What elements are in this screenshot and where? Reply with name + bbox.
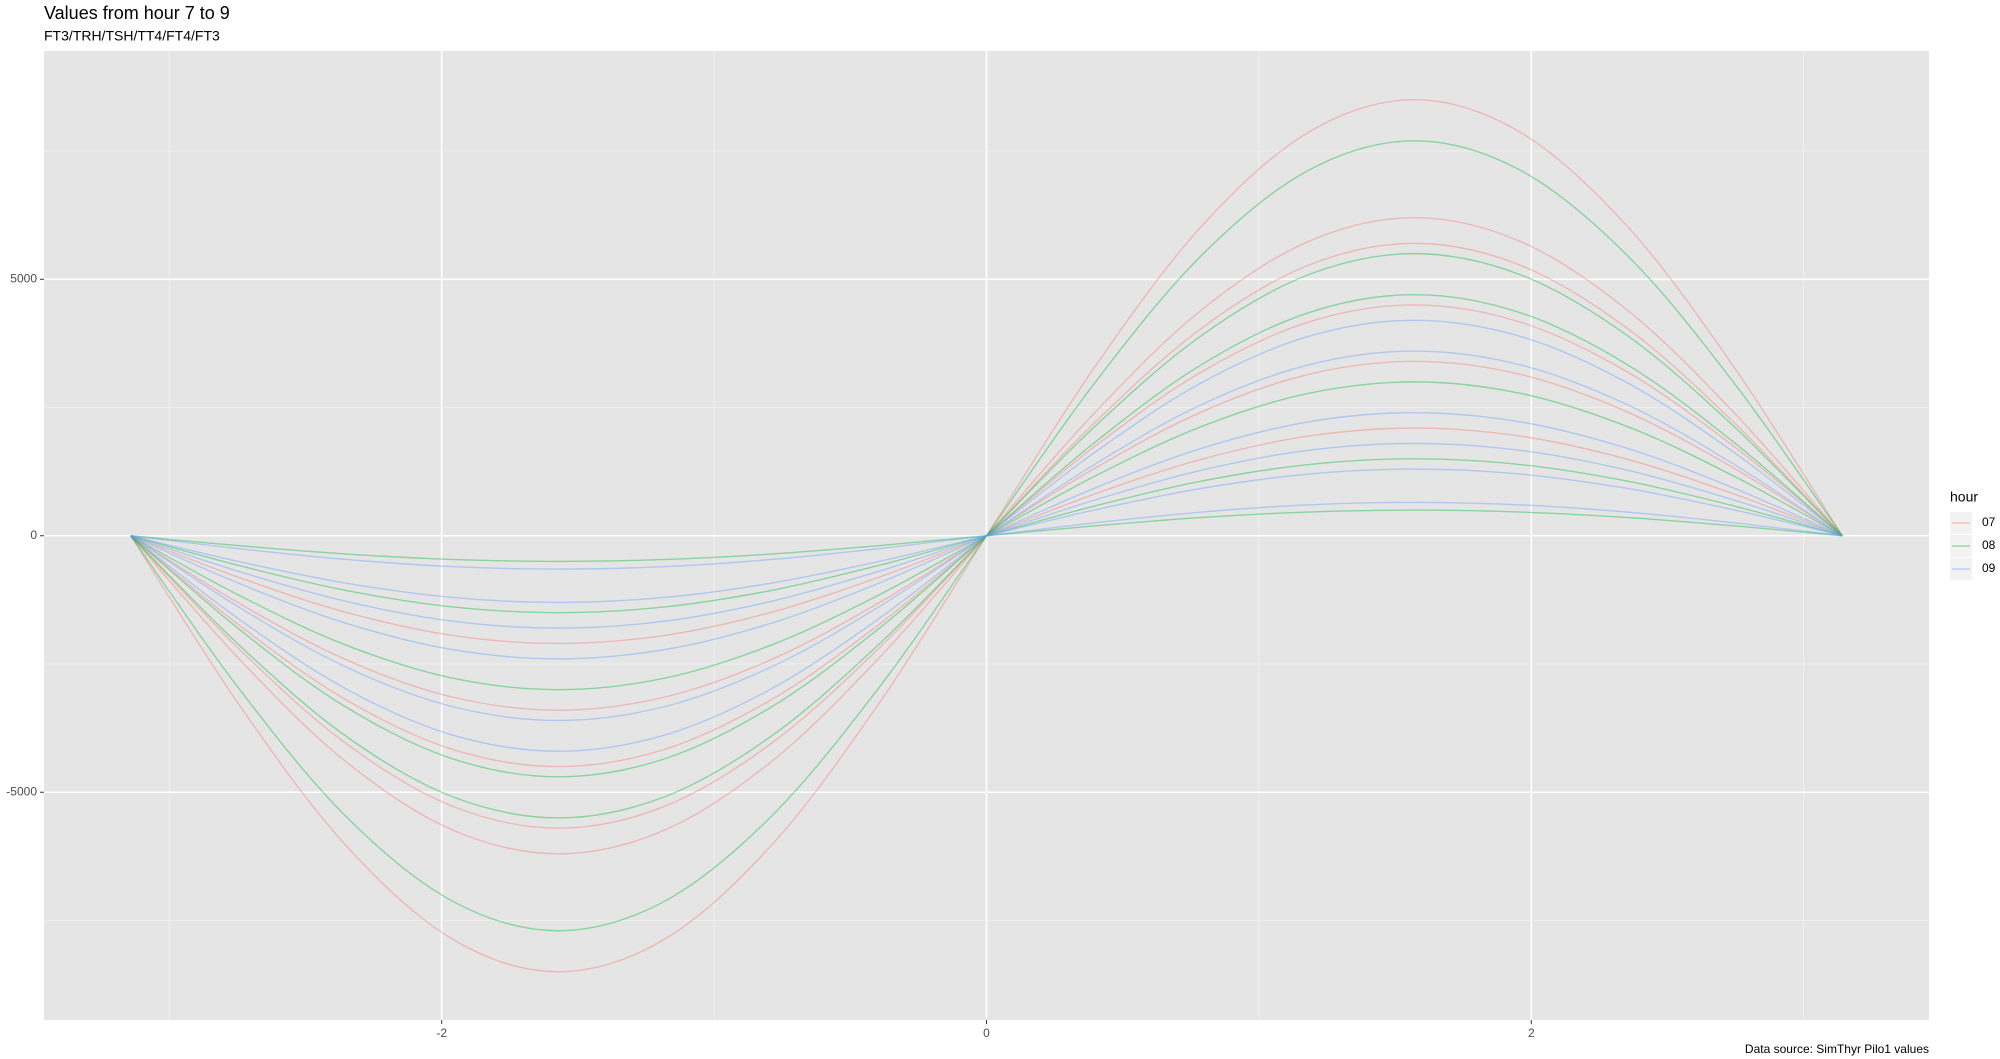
x-tick-label: 0 xyxy=(983,1026,990,1040)
legend-key xyxy=(1950,535,1972,557)
curve xyxy=(130,458,1843,614)
curve xyxy=(130,293,1843,778)
curve xyxy=(130,468,1843,604)
curve xyxy=(130,501,1843,570)
curve xyxy=(130,140,1843,932)
curve xyxy=(130,350,1843,722)
curve xyxy=(130,411,1843,660)
curve xyxy=(130,442,1843,629)
curve xyxy=(130,242,1843,829)
legend-key xyxy=(1950,558,1972,580)
curve xyxy=(130,427,1843,645)
curve xyxy=(130,99,1843,973)
y-tick-label: 0 xyxy=(30,528,37,542)
caption: Data source: SimThyr Pilo1 values xyxy=(1745,1042,1929,1056)
legend-key xyxy=(1950,512,1972,534)
curve xyxy=(130,252,1843,819)
curve xyxy=(130,360,1843,711)
legend-label: 09 xyxy=(1982,561,1996,575)
curve xyxy=(130,509,1843,563)
legend-label: 07 xyxy=(1982,515,1996,529)
legend-label: 08 xyxy=(1982,538,1996,552)
curve xyxy=(130,319,1843,752)
y-tick-label: -5000 xyxy=(6,784,37,798)
legend-title: hour xyxy=(1950,489,1978,505)
curve xyxy=(130,217,1843,855)
x-tick-label: -2 xyxy=(436,1026,447,1040)
chart-title: Values from hour 7 to 9 xyxy=(44,3,230,23)
chart-subtitle: FT3/TRH/TSH/TT4/FT4/FT3 xyxy=(44,28,220,44)
curve xyxy=(130,381,1843,691)
y-tick-label: 5000 xyxy=(10,271,37,285)
curve xyxy=(130,304,1843,768)
x-tick-label: 2 xyxy=(1528,1026,1535,1040)
